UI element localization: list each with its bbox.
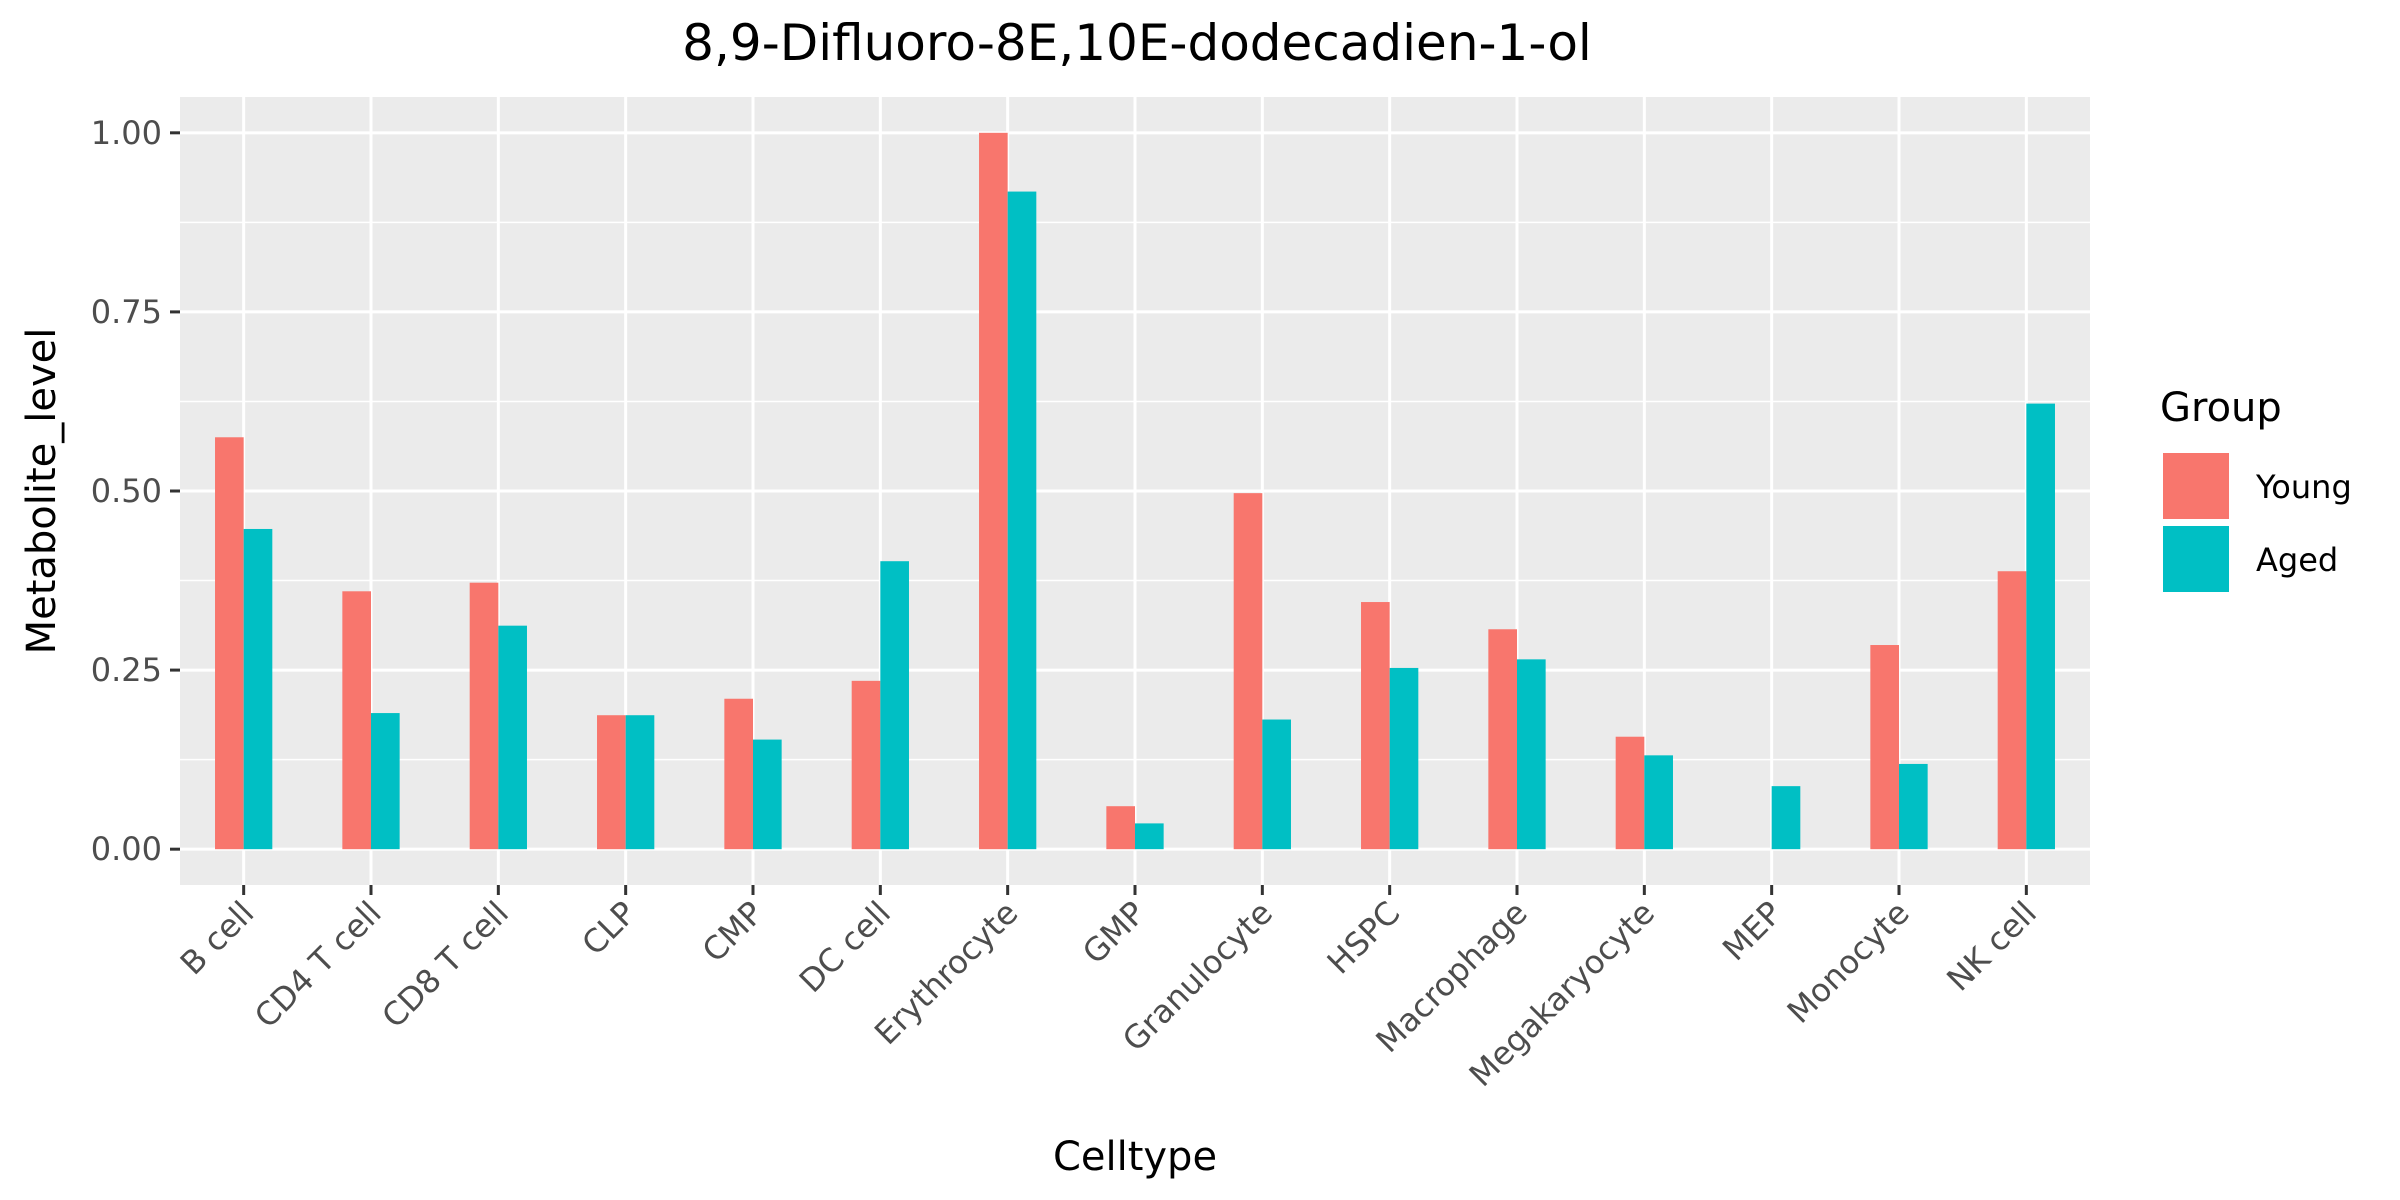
x-tick-label: NK cell (1939, 894, 2044, 999)
bar-aged (1389, 667, 1419, 850)
y-axis: 0.00 0.25 0.50 0.75 1.00 (91, 114, 180, 868)
bar-young (724, 698, 753, 850)
y-tick-label: 0.25 (91, 651, 162, 689)
bar-aged (1135, 823, 1164, 850)
bar-young (979, 132, 1008, 850)
chart-title: 8,9-Difluoro-8E,10E-dodecadien-1-ol (682, 14, 1592, 72)
bar-young (1233, 493, 1263, 850)
legend-label: Young (2255, 468, 2352, 506)
bar-aged (2026, 403, 2055, 850)
y-tick-label: 0.75 (91, 293, 162, 331)
y-axis-title: Metabolite_level (19, 328, 65, 655)
legend-key-young (2163, 453, 2229, 519)
bar-aged (1771, 786, 1801, 850)
bar-young (1361, 602, 1390, 850)
x-tick-label: CD8 T cell (374, 894, 516, 1036)
x-tick-label: B cell (173, 894, 262, 983)
bar-young (215, 437, 244, 850)
bar-young (1488, 629, 1517, 850)
x-axis-title: Celltype (1053, 1134, 1217, 1180)
bar-aged (1644, 755, 1673, 850)
bar-young (469, 582, 499, 850)
x-tick-label: DC cell (792, 894, 898, 1000)
legend-title: Group (2160, 385, 2282, 431)
x-tick-label: CD4 T cell (247, 894, 389, 1036)
bar-aged (753, 739, 782, 850)
y-tick-label: 1.00 (91, 114, 162, 152)
x-tick-label: GMP (1075, 894, 1153, 972)
x-tick-label: CMP (695, 894, 771, 970)
legend: Group Young Aged (2160, 385, 2352, 592)
x-tick-label: HSPC (1320, 894, 1408, 982)
bar-aged (880, 561, 909, 850)
bar-aged (371, 713, 400, 850)
y-tick-label: 0.00 (91, 830, 162, 868)
x-tick-label: MEP (1715, 894, 1789, 968)
bars (215, 132, 2055, 850)
bar-young (1106, 806, 1135, 850)
bar-aged (625, 715, 655, 850)
bar-aged (1517, 659, 1546, 850)
bar-aged (1007, 191, 1037, 850)
bar-aged (498, 625, 527, 850)
x-tick-label: CLP (574, 894, 643, 963)
bar-young (851, 680, 881, 850)
bar-young (1615, 736, 1645, 850)
bar-aged (1262, 719, 1291, 850)
legend-key-aged (2163, 526, 2229, 592)
bar-young (342, 591, 371, 850)
bar-young (1870, 645, 1899, 850)
legend-label: Aged (2256, 541, 2338, 579)
bar-young (597, 715, 626, 850)
x-tick-label: Monocyte (1780, 894, 1917, 1031)
y-tick-label: 0.50 (91, 472, 162, 510)
bar-aged (1899, 763, 1928, 850)
bar-aged (243, 528, 273, 850)
bar-young (1997, 571, 2027, 850)
